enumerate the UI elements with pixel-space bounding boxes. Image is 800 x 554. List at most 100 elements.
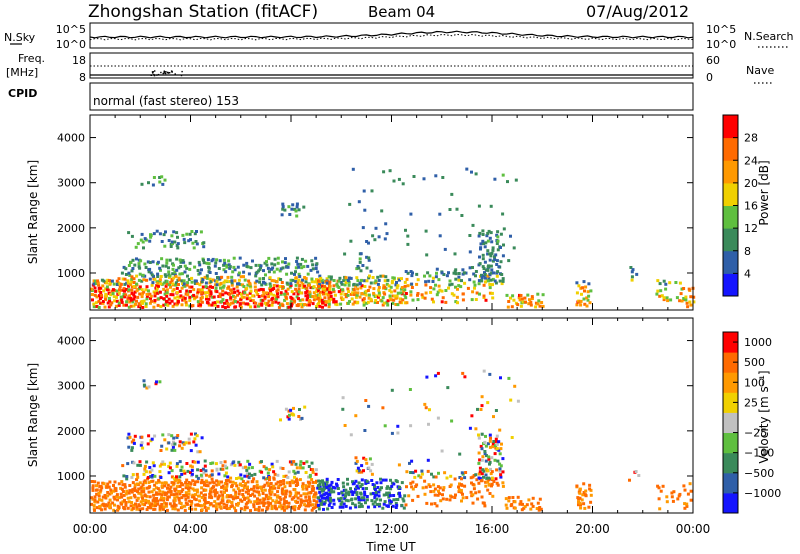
heatmap-cell bbox=[263, 261, 267, 265]
heatmap-cell bbox=[281, 487, 285, 491]
heatmap-cell bbox=[423, 402, 427, 406]
heatmap-cell bbox=[365, 495, 369, 498]
heatmap-cell bbox=[363, 279, 367, 283]
heatmap-cell bbox=[225, 279, 229, 283]
heatmap-cell bbox=[156, 502, 160, 506]
heatmap-cell bbox=[630, 278, 634, 282]
heatmap-cell bbox=[377, 286, 381, 289]
heatmap-cell bbox=[178, 485, 182, 488]
heatmap-cell bbox=[449, 483, 453, 487]
heatmap-cell bbox=[481, 265, 485, 269]
heatmap-cell bbox=[215, 283, 219, 287]
heatmap-cell bbox=[350, 490, 354, 494]
heatmap-cell bbox=[279, 418, 282, 422]
heatmap-cell bbox=[200, 496, 204, 499]
heatmap-cell bbox=[257, 304, 261, 308]
heatmap-cell bbox=[184, 497, 188, 501]
heatmap-cell bbox=[660, 294, 664, 298]
heatmap-cell bbox=[365, 279, 369, 283]
heatmap-cell bbox=[164, 302, 168, 306]
heatmap-cell bbox=[359, 252, 363, 256]
heatmap-cell bbox=[486, 468, 490, 472]
heatmap-cell bbox=[483, 273, 487, 276]
heatmap-cell bbox=[261, 288, 265, 292]
heatmap-cell bbox=[93, 500, 97, 504]
heatmap-cell bbox=[468, 278, 472, 282]
heatmap-cell bbox=[489, 264, 493, 268]
heatmap-cell bbox=[433, 493, 437, 497]
heatmap-cell bbox=[431, 280, 435, 283]
heatmap-cell bbox=[115, 289, 119, 293]
heatmap-cell bbox=[688, 482, 692, 486]
heatmap-cell bbox=[287, 417, 291, 421]
heatmap-cell bbox=[381, 303, 385, 307]
heatmap-cell bbox=[584, 493, 587, 497]
heatmap-cell bbox=[296, 281, 300, 285]
heatmap-cell bbox=[162, 505, 166, 509]
heatmap-cell bbox=[487, 457, 491, 461]
heatmap-cell bbox=[191, 487, 195, 491]
heatmap-cell bbox=[120, 300, 124, 304]
heatmap-cell bbox=[114, 489, 118, 493]
beam-label: Beam 04 bbox=[368, 3, 435, 21]
heatmap-cell bbox=[385, 491, 389, 495]
heatmap-cell bbox=[343, 497, 347, 500]
heatmap-cell bbox=[153, 434, 157, 438]
heatmap-cell bbox=[292, 292, 296, 296]
heatmap-cell bbox=[341, 297, 345, 301]
heatmap-cell bbox=[524, 300, 527, 304]
heatmap-cell bbox=[477, 279, 481, 283]
heatmap-cell bbox=[262, 269, 265, 273]
heatmap-cell bbox=[472, 280, 476, 284]
heatmap-cell bbox=[156, 281, 160, 285]
heatmap-cell bbox=[195, 490, 199, 494]
heatmap-cell bbox=[370, 472, 374, 476]
heatmap-cell bbox=[294, 493, 298, 497]
heatmap-cell bbox=[488, 282, 492, 286]
heatmap-cell bbox=[436, 416, 440, 420]
heatmap-cell bbox=[241, 493, 245, 496]
heatmap-cell bbox=[190, 501, 194, 505]
heatmap-cell bbox=[310, 461, 314, 465]
heatmap-cell bbox=[296, 262, 300, 266]
noise-right-tick-bottom: 10^0 bbox=[706, 38, 736, 51]
heatmap-cell bbox=[176, 299, 180, 303]
heatmap-cell bbox=[270, 490, 274, 494]
heatmap-cell bbox=[290, 271, 293, 275]
heatmap-cell bbox=[367, 258, 371, 262]
heatmap-cell bbox=[137, 302, 141, 306]
heatmap-cell bbox=[440, 289, 444, 293]
heatmap-cell bbox=[225, 488, 228, 492]
heatmap-cell bbox=[309, 295, 313, 299]
heatmap-cell bbox=[483, 452, 487, 456]
heatmap-cell bbox=[507, 376, 511, 380]
heatmap-cell bbox=[365, 461, 369, 465]
heatmap-cell bbox=[321, 305, 324, 309]
heatmap-cell bbox=[356, 466, 360, 470]
heatmap-cell bbox=[477, 282, 481, 286]
heatmap-cell bbox=[423, 492, 427, 496]
heatmap-cell bbox=[480, 479, 484, 483]
heatmap-cell bbox=[355, 293, 359, 297]
heatmap-cell bbox=[283, 485, 287, 489]
heatmap-cell bbox=[218, 292, 222, 296]
heatmap-cell bbox=[486, 401, 490, 405]
heatmap-cell bbox=[396, 424, 400, 428]
heatmap-cell bbox=[587, 282, 591, 286]
heatmap-cell bbox=[529, 507, 533, 511]
heatmap-cell bbox=[296, 470, 300, 474]
heatmap-cell bbox=[142, 379, 146, 383]
heatmap-cell bbox=[228, 266, 232, 270]
heatmap-cell bbox=[191, 460, 195, 464]
heatmap-cell bbox=[165, 491, 169, 495]
colorbar-tick-label: 25 bbox=[744, 396, 758, 409]
heatmap-cell bbox=[234, 481, 238, 485]
heatmap-cell bbox=[394, 283, 398, 287]
heatmap-cell bbox=[255, 499, 259, 503]
heatmap-cell bbox=[260, 487, 264, 491]
heatmap-cell bbox=[438, 212, 442, 216]
heatmap-cell bbox=[321, 300, 325, 304]
heatmap-cell bbox=[460, 471, 464, 475]
heatmap-cell bbox=[517, 296, 521, 300]
heatmap-cell bbox=[325, 280, 329, 284]
